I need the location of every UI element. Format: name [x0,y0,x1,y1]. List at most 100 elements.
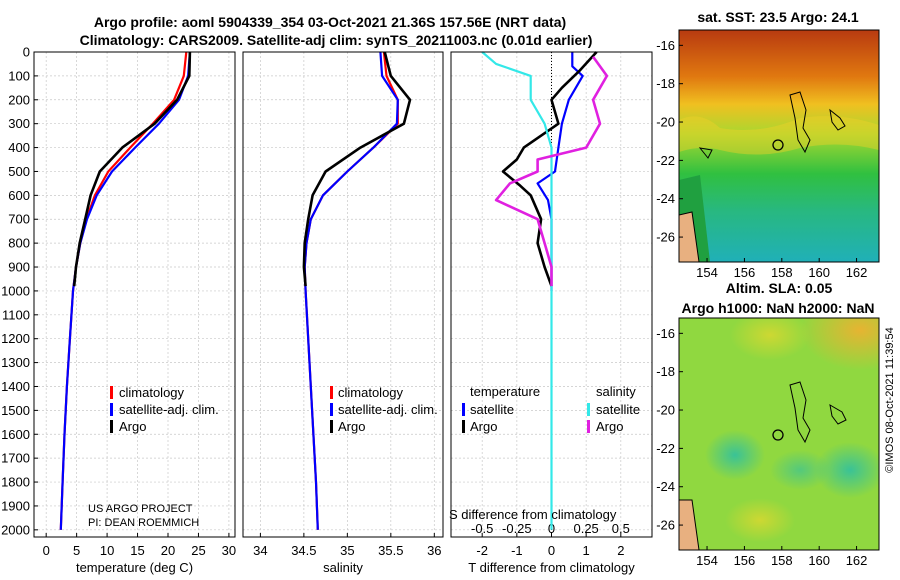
argo-location-marker [772,139,784,151]
depth-tick-label: 400 [8,140,30,155]
plot-frame [33,51,236,538]
sla-map: Altim. SLA: 0.05 Argo h1000: NaN h2000: … [656,280,880,568]
figure-title-line2: Climatology: CARS2009. Satellite-adj cli… [80,32,593,48]
reef-contour-west [698,147,713,159]
lat-tick-label: -16 [656,326,675,341]
sla-high-n [730,318,810,360]
lat-tick-label: -18 [656,364,675,379]
sla-map-subtitle: Argo h1000: NaN h2000: NaN [682,300,875,316]
diff-legend-temp-satellite: satellite [470,402,514,417]
legend-swatch-satellite [330,403,333,416]
sla-low-e [815,442,879,498]
timestamp: ©IMOS 08-Oct-2021 11:39:54 [884,327,896,472]
lon-tick-label: 154 [696,265,718,280]
series-line-salinity-satellite [481,51,553,530]
plot-area [34,52,235,537]
sst-map: sat. SST: 23.5 Argo: 24.1 154 156 158 160 16… [656,9,880,280]
x-tick-label: 10 [100,543,114,558]
depth-tick-label: 800 [8,236,30,251]
land-australia [679,500,699,550]
legend-swatch-sal-argo [587,420,590,433]
sst-map-title: sat. SST: 23.5 Argo: 24.1 [697,9,859,25]
depth-tick-label: 600 [8,188,30,203]
sla-high-s [725,498,795,542]
diff-legend-sal-argo: Argo [596,419,623,434]
lon-tick-label: 156 [734,553,756,568]
x-tick-label: 5 [73,543,80,558]
lat-tick-label: -22 [656,441,675,456]
legend-swatch-climatology [110,386,113,399]
sst-map-ticks: 154 156 158 160 162 -16 -18 -20 -22 -24 -26 [656,38,867,280]
plot-frame [450,51,653,538]
difference-legend: temperature salinity satellite Argo sate… [462,384,640,434]
legend-swatch-temp-argo [462,420,465,433]
s-tick-label: -0.25 [502,521,532,536]
figure-title-line1: Argo profile: aoml 5904339_354 03-Oct-20… [94,14,566,30]
diff-legend-temp-argo: Argo [470,419,497,434]
temperature-legend: climatology satellite-adj. clim. Argo [110,385,219,434]
x-axis-label: temperature (deg C) [76,560,193,575]
reef-contour-small [829,108,846,131]
lon-tick-label: 160 [808,553,830,568]
difference-panel: -2 -1 0 1 2-0.5 -0.25 0 0.25 0.5T difference fro… [450,51,653,575]
lon-tick-label: 160 [808,265,830,280]
depth-tick-label: 100 [8,68,30,83]
x-tick-label: 0 [43,543,50,558]
argo-location-marker [772,429,784,441]
x-tick-label: 25 [191,543,205,558]
depth-tick-label: 1700 [1,451,30,466]
series-line-argo [302,51,412,287]
sal-legend-argo: Argo [338,419,365,434]
lat-tick-label: -16 [656,38,675,53]
x-tick-label: 36 [427,543,441,558]
x-tick-label: 34 [253,543,267,558]
depth-tick-label: 1400 [1,379,30,394]
reef-contour [789,381,811,444]
sst-field [679,30,879,262]
salinity-panel: 34 34.5 35 35.5 36 salinity [242,51,444,575]
x-tick-label: 2 [617,543,624,558]
diff-legend-sal-satellite: satellite [596,402,640,417]
coastline [679,211,700,262]
s-tick-label: 0.25 [573,521,598,536]
x-axis-label: T difference from climatology [468,560,635,575]
depth-tick-label: 700 [8,212,30,227]
legend-swatch-satellite [110,403,113,416]
temp-legend-satellite: satellite-adj. clim. [119,402,219,417]
depth-tick-label: 1900 [1,498,30,513]
legend-swatch-argo [330,420,333,433]
sla-map-frame [678,317,880,551]
depth-tick-label: 0 [23,45,30,60]
x-tick-label: 1 [583,543,590,558]
plot-area [243,52,443,537]
lon-tick-label: 156 [734,265,756,280]
s-difference-label: S difference from climatology [449,507,617,522]
legend-header-salinity: salinity [596,384,636,399]
temp-legend-argo: Argo [119,419,146,434]
x-tick-label: -2 [476,543,488,558]
lon-tick-label: 162 [846,265,868,280]
depth-tick-label: 1800 [1,475,30,490]
land-australia [679,212,699,262]
sla-high-ne [800,318,879,370]
temperature-panel: 0 5 10 15 20 25 30 temperature (deg C) [33,51,236,575]
x-tick-label: 35.5 [378,543,403,558]
sla-low-c [770,450,830,490]
depth-tick-label: 500 [8,164,30,179]
sal-legend-climatology: climatology [338,385,404,400]
sla-map-title: Altim. SLA: 0.05 [726,280,833,296]
project-credit: US ARGO PROJECT [88,503,193,515]
x-tick-label: 30 [222,543,236,558]
legend-header-temperature: temperature [470,384,540,399]
series-line-argo [72,51,192,287]
lat-tick-label: -18 [656,76,675,91]
lat-tick-label: -20 [656,115,675,130]
s-tick-label: -0.5 [471,521,493,536]
pi-credit: PI: DEAN ROEMMICH [88,517,199,529]
depth-tick-label: 300 [8,116,30,131]
lat-tick-label: -24 [656,479,675,494]
legend-swatch-climatology [330,386,333,399]
depth-axis: 0 100 200 300 400 500 600 700 800 900 1000 1100 1200… [1,45,38,537]
sla-map-ticks: 154 156 158 160 162 -16 -18 -20 -22 -24 -26 [656,326,867,568]
